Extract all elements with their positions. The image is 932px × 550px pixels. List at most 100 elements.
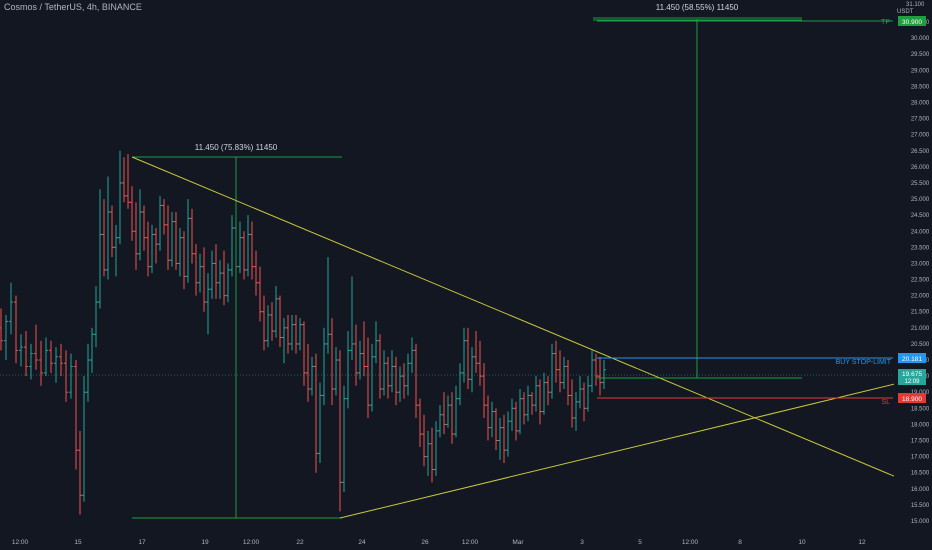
candle — [54, 347, 58, 383]
candle — [438, 405, 442, 438]
candle — [142, 205, 146, 251]
candle — [314, 353, 318, 473]
candle — [486, 395, 490, 441]
time-tick-label: 26 — [421, 539, 429, 546]
candle — [422, 414, 426, 467]
candle — [478, 340, 482, 386]
candle — [462, 327, 466, 383]
candle — [430, 427, 434, 483]
candle — [130, 186, 134, 241]
candle — [366, 337, 370, 418]
candle — [102, 199, 106, 277]
candle — [0, 308, 3, 351]
candle — [29, 343, 33, 380]
candle — [390, 350, 394, 393]
candle — [558, 350, 562, 393]
entry-tag[interactable]: BUY STOP-LIMIT — [836, 359, 892, 366]
candle — [194, 244, 198, 296]
candle — [482, 363, 486, 418]
candle — [518, 389, 522, 435]
time-tick-label: 10 — [798, 539, 806, 546]
candle — [534, 376, 538, 412]
candle — [546, 376, 550, 406]
descending-trendline[interactable] — [131, 156, 932, 493]
time-tick-label: 12:00 — [243, 539, 260, 546]
price-axis[interactable]: 31.100 USDT 30.50030.00029.50029.00028.5… — [894, 0, 932, 550]
time-tick-label: 17 — [138, 539, 146, 546]
time-tick-label: Mar — [512, 539, 524, 546]
candle — [64, 350, 68, 402]
price-tick-label: 18.500 — [911, 406, 930, 412]
candle — [90, 327, 94, 373]
candle — [490, 401, 494, 438]
candle — [270, 302, 274, 341]
candle — [602, 360, 606, 390]
ascending-trendline[interactable] — [339, 374, 932, 519]
candle — [106, 176, 110, 280]
price-tick-label: 20.500 — [911, 342, 930, 348]
candle — [530, 392, 534, 415]
candle — [34, 324, 38, 370]
candle — [326, 257, 330, 354]
price-tick-label: 23.500 — [911, 245, 930, 251]
tp-tag: TP — [881, 19, 890, 26]
candle — [418, 398, 422, 447]
time-tick-label: 22 — [296, 539, 304, 546]
candle — [114, 224, 118, 277]
candle — [154, 228, 158, 264]
symbol-title: Cosmos / TetherUS, 4h, BINANCE — [4, 2, 142, 12]
candle — [522, 392, 526, 425]
candle — [582, 382, 586, 422]
measure-2-label: 11.450 (58.55%) 11450 — [656, 3, 739, 12]
price-tick-label: 22.500 — [911, 278, 930, 284]
price-tick-label: 25.500 — [911, 181, 930, 187]
candle — [594, 353, 598, 386]
time-axis[interactable]: 12:00 15 17 19 12:00 22 24 26 12:00 Mar 3 5 12:00 8 10… — [12, 539, 866, 546]
candle — [206, 273, 210, 335]
candle — [82, 376, 86, 502]
price-tick-label: 21.000 — [911, 326, 930, 332]
time-tick-label: 12:00 — [12, 539, 29, 546]
candle — [198, 253, 202, 293]
candle — [170, 211, 174, 267]
price-tick-label: 28.500 — [911, 84, 930, 90]
candle — [134, 202, 138, 270]
axis-top-value: 31.100 — [906, 2, 925, 8]
candle — [562, 356, 566, 390]
candle — [250, 221, 254, 280]
candle — [362, 321, 366, 377]
candle — [126, 153, 130, 209]
current-price-label: 19.675 — [902, 371, 922, 378]
candle — [354, 324, 358, 386]
candle — [294, 314, 298, 354]
candle — [334, 347, 338, 396]
price-tick-label: 25.000 — [911, 197, 930, 203]
candle — [506, 411, 510, 457]
time-tick-label: 24 — [358, 539, 366, 546]
current-time-label: 12:09 — [904, 379, 920, 385]
candle — [394, 356, 398, 406]
time-tick-label: 5 — [638, 539, 642, 546]
price-tick-label: 24.500 — [911, 213, 930, 219]
price-tick-label: 30.000 — [911, 36, 930, 42]
price-tick-label: 16.500 — [911, 471, 930, 477]
price-tick-label: 28.000 — [911, 100, 930, 106]
price-tick-label: 23.000 — [911, 261, 930, 267]
candle — [146, 221, 150, 277]
candle — [330, 318, 334, 406]
price-tick-label: 21.500 — [911, 310, 930, 316]
price-tick-label: 24.000 — [911, 229, 930, 235]
current-price-box — [898, 369, 926, 385]
price-tick-label: 26.500 — [911, 149, 930, 155]
candle — [306, 343, 310, 402]
candle — [39, 340, 43, 386]
candle — [414, 343, 418, 418]
candle — [498, 417, 502, 460]
candle — [494, 408, 498, 451]
candle — [150, 224, 154, 274]
candle — [254, 250, 258, 296]
candle — [370, 343, 374, 412]
price-tick-label: 15.000 — [911, 519, 930, 525]
time-tick-label: 12:00 — [462, 539, 479, 546]
